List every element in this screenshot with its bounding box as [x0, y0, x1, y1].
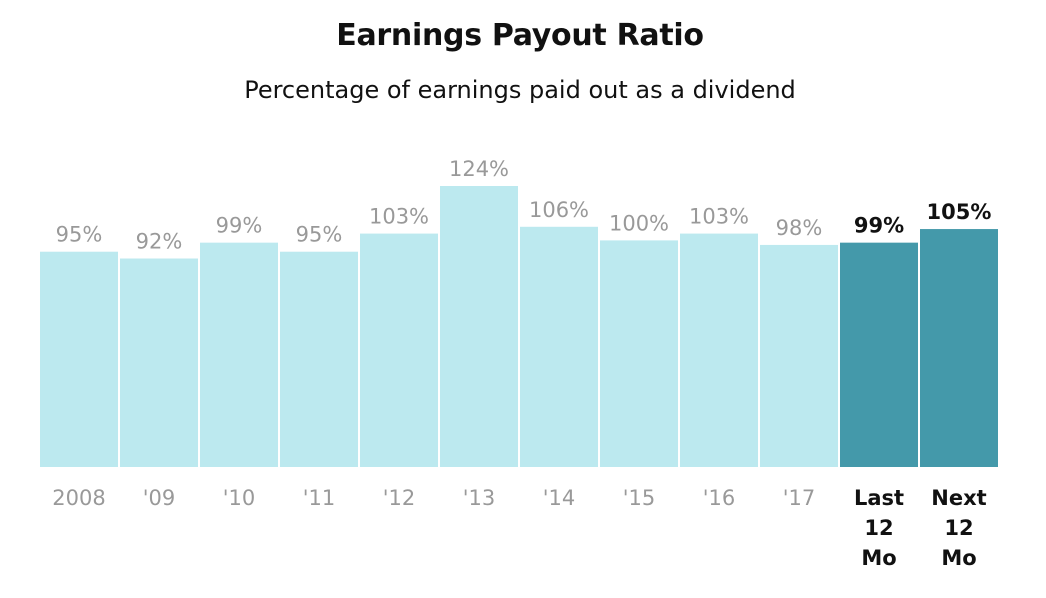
bar-9 [760, 244, 838, 467]
chart-title: Earnings Payout Ratio [336, 18, 704, 53]
value-label-10: 99% [854, 214, 904, 238]
value-label-2: 99% [216, 214, 263, 238]
bar-6 [520, 226, 598, 467]
bar-1 [120, 258, 198, 467]
value-label-7: 100% [609, 211, 669, 235]
value-label-4: 103% [369, 205, 429, 229]
category-label-8: '16 [703, 486, 736, 510]
value-label-11: 105% [927, 200, 992, 224]
category-label-10: Last 12 Mo [854, 486, 904, 570]
value-label-6: 106% [529, 198, 589, 222]
value-label-8: 103% [689, 205, 749, 229]
category-label-6: '14 [543, 486, 576, 510]
category-label-11: Next 12 Mo [931, 486, 986, 570]
bar-4 [360, 233, 438, 467]
bar-11 [920, 229, 998, 467]
category-label-7: '15 [623, 486, 656, 510]
bar-5 [440, 186, 518, 467]
value-label-0: 95% [56, 223, 103, 247]
value-label-1: 92% [136, 230, 183, 254]
category-label-0: 2008 [52, 486, 105, 510]
category-label-2: '10 [223, 486, 256, 510]
category-label-5: '13 [463, 486, 496, 510]
bar-10 [840, 242, 918, 467]
bar-3 [280, 251, 358, 467]
bar-7 [600, 240, 678, 467]
category-label-9: '17 [783, 486, 816, 510]
bar-0 [40, 251, 118, 467]
value-label-3: 95% [296, 223, 343, 247]
category-label-4: '12 [383, 486, 416, 510]
bar-2 [200, 242, 278, 467]
value-label-9: 98% [776, 216, 823, 240]
category-label-3: '11 [303, 486, 336, 510]
chart-subtitle: Percentage of earnings paid out as a div… [244, 76, 796, 104]
category-label-1: '09 [143, 486, 176, 510]
bar-8 [680, 233, 758, 467]
value-label-5: 124% [449, 157, 509, 181]
